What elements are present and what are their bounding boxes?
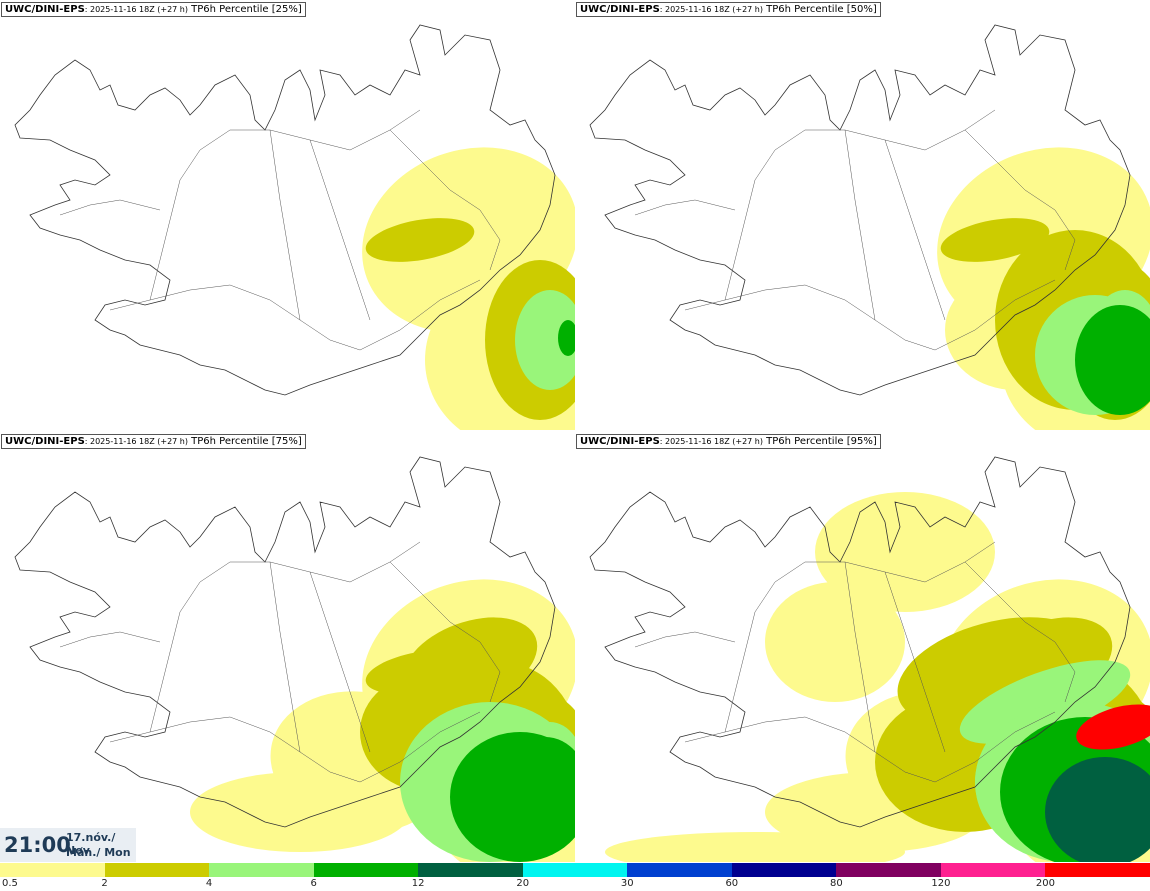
- precipitation-area: [450, 732, 575, 862]
- road-line: [724, 541, 996, 733]
- legend-tick-label: 200: [1035, 878, 1055, 889]
- road-line: [59, 199, 161, 216]
- precipitation-area: [1045, 757, 1150, 862]
- precipitation-area: [515, 290, 575, 390]
- precipitation-area: [1076, 704, 1150, 750]
- valid-time: 21:00: [4, 833, 71, 857]
- road-line: [884, 139, 946, 321]
- legend-tick-label: 80: [829, 878, 843, 889]
- valid-time-box: 21:00 17.nóv./ Nov Mán./ Mon: [0, 828, 136, 862]
- road-line: [59, 631, 161, 648]
- panel-title: UWC/DINI-EPS: 2025-11-16 18Z (+27 h) TP6…: [1, 2, 306, 17]
- legend-tick-label: 0.5: [2, 878, 18, 889]
- map-panel-50: UWC/DINI-EPS: 2025-11-16 18Z (+27 h) TP6…: [575, 0, 1150, 430]
- precipitation-area: [558, 320, 575, 356]
- road-line: [309, 139, 371, 321]
- legend-color-swatch: [0, 863, 105, 877]
- coastline: [589, 24, 1131, 396]
- legend-color-swatch: [209, 863, 314, 877]
- valid-weekday: Mán./ Mon: [66, 846, 131, 859]
- precipitation-area: [605, 832, 905, 862]
- precipitation-area: [1075, 305, 1150, 415]
- legend-tick-label: 12: [411, 878, 425, 889]
- legend-ticks: 0.5 2 4 6 12 20 30 60 80 120 200: [0, 877, 1150, 891]
- precipitation-map: [589, 456, 1150, 862]
- legend-tick-label: 30: [620, 878, 634, 889]
- road-line: [309, 571, 371, 753]
- road-line: [269, 129, 301, 321]
- precipitation-area: [365, 218, 475, 262]
- legend-tick-label: 4: [205, 878, 213, 889]
- map-panel-95: UWC/DINI-EPS: 2025-11-16 18Z (+27 h) TP6…: [575, 432, 1150, 862]
- legend-color-swatch: [522, 863, 628, 877]
- road-line: [964, 129, 1076, 271]
- road-line: [149, 109, 421, 301]
- valid-date: 17.nóv./ Nov: [66, 831, 116, 857]
- road-line: [269, 561, 301, 753]
- legend-color-swatch: [836, 863, 941, 877]
- legend-color-swatch: [940, 863, 1046, 877]
- coastline: [14, 456, 556, 828]
- road-line: [844, 129, 876, 321]
- legend-tick-label: 2: [101, 878, 108, 889]
- legend-color-swatch: [418, 863, 523, 877]
- road-line: [884, 571, 946, 753]
- legend-tick-label: 120: [931, 878, 951, 889]
- panel-title: UWC/DINI-EPS: 2025-11-16 18Z (+27 h) TP6…: [576, 434, 881, 449]
- road-line: [964, 561, 1076, 703]
- precipitation-area: [190, 772, 410, 852]
- precipitation-area: [765, 582, 905, 702]
- coastline: [14, 24, 556, 396]
- panel-title: UWC/DINI-EPS: 2025-11-16 18Z (+27 h) TP6…: [576, 2, 881, 17]
- panel-title: UWC/DINI-EPS: 2025-11-16 18Z (+27 h) TP6…: [1, 434, 306, 449]
- map-panel-75: UWC/DINI-EPS: 2025-11-16 18Z (+27 h) TP6…: [0, 432, 575, 862]
- legend-color-swatch: [104, 863, 210, 877]
- legend-color-swatch: [731, 863, 837, 877]
- legend-color-swatch: [627, 863, 732, 877]
- road-line: [844, 561, 876, 753]
- precipitation-area: [940, 218, 1050, 262]
- legend-tick-label: 60: [725, 878, 739, 889]
- road-line: [724, 109, 996, 301]
- road-line: [634, 199, 736, 216]
- road-line: [389, 129, 501, 271]
- precipitation-area: [959, 660, 1131, 744]
- legend-tick-label: 6: [310, 878, 317, 889]
- coastline: [589, 456, 1131, 828]
- legend-color-swatch: [1045, 863, 1150, 877]
- precipitation-map: [589, 24, 1150, 430]
- legend-color-swatch: [313, 863, 419, 877]
- legend-colorbar: [0, 863, 1150, 877]
- road-line: [149, 541, 421, 733]
- precipitation-map: [14, 456, 575, 862]
- precipitation-area: [815, 492, 995, 612]
- legend-tick-label: 20: [516, 878, 530, 889]
- road-line: [634, 631, 736, 648]
- precipitation-map: [14, 24, 575, 430]
- road-line: [389, 561, 501, 703]
- map-panel-25: UWC/DINI-EPS: 2025-11-16 18Z (+27 h) TP6…: [0, 0, 575, 430]
